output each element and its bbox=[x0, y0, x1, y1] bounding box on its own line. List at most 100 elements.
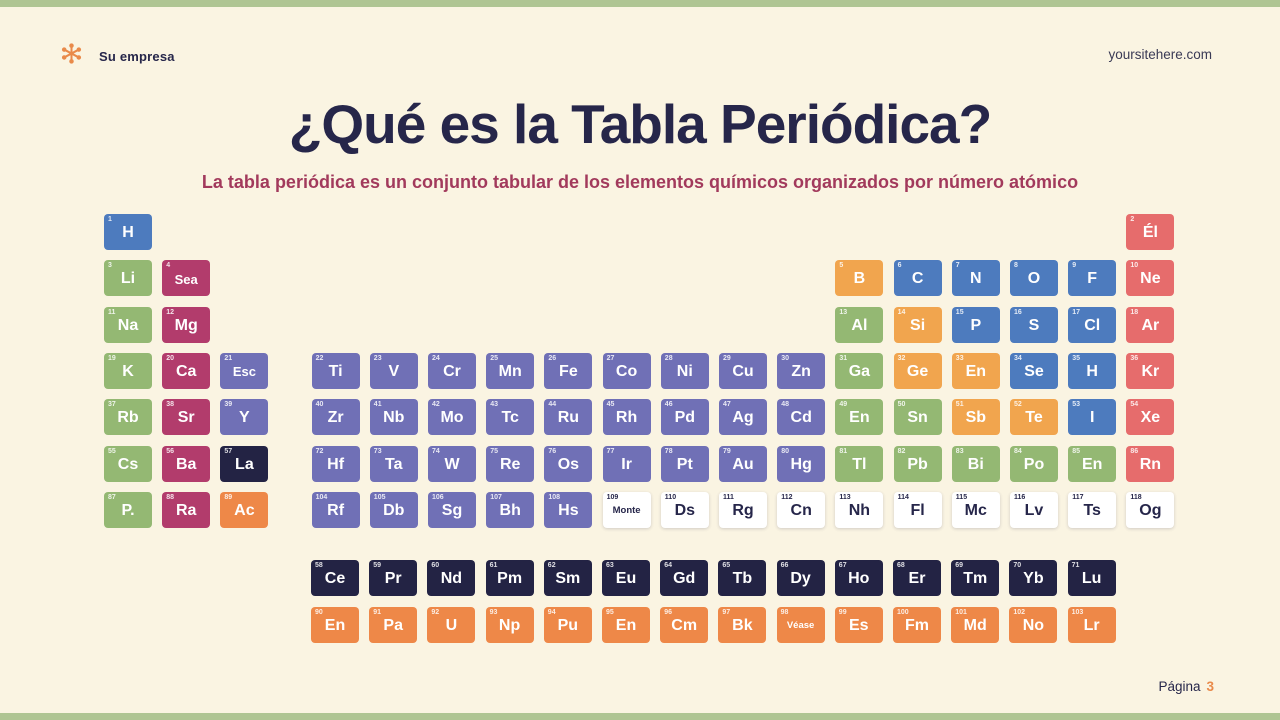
element-symbol: Er bbox=[908, 570, 926, 587]
element-tile: 39 Y bbox=[220, 399, 269, 436]
element-tile: 2 Él bbox=[1126, 214, 1175, 250]
page-number: 3 bbox=[1206, 679, 1214, 694]
atomic-number: 67 bbox=[838, 562, 847, 569]
element-symbol: W bbox=[444, 455, 460, 473]
element-tile: 26 Fe bbox=[544, 352, 593, 389]
element-tile: 102 No bbox=[1009, 606, 1058, 643]
atomic-number: 101 bbox=[955, 608, 967, 616]
element-symbol: Fl bbox=[910, 501, 925, 519]
element-symbol: Hg bbox=[790, 455, 812, 473]
element-symbol: Pa bbox=[383, 616, 403, 634]
element-tile: 11 Na bbox=[104, 306, 152, 343]
element-symbol: Bk bbox=[732, 616, 753, 634]
element-tile: 94 Pu bbox=[543, 606, 592, 643]
element-tile: 64 Gd bbox=[660, 560, 709, 596]
atomic-number: 53 bbox=[1072, 401, 1080, 409]
element-tile: 4 Sea bbox=[162, 260, 211, 297]
element-symbol: Mn bbox=[498, 362, 522, 380]
element-tile: 66 Dy bbox=[776, 560, 825, 596]
atomic-number: 107 bbox=[490, 493, 502, 501]
element-symbol: Cu bbox=[732, 362, 754, 380]
element-symbol: Ho bbox=[848, 570, 870, 587]
element-symbol: Es bbox=[849, 616, 869, 634]
element-tile: 116 Lv bbox=[1010, 491, 1058, 528]
atomic-number: 44 bbox=[548, 401, 557, 409]
element-tile: 44 Ru bbox=[544, 399, 593, 436]
element-symbol: Xe bbox=[1140, 409, 1161, 427]
atomic-number: 40 bbox=[315, 401, 324, 409]
element-symbol: No bbox=[1022, 616, 1045, 634]
element-tile: 73 Ta bbox=[369, 445, 418, 482]
element-tile: 95 En bbox=[602, 606, 650, 643]
atomic-number: 30 bbox=[781, 354, 789, 362]
element-symbol: Te bbox=[1025, 409, 1043, 427]
atomic-number: 29 bbox=[723, 354, 731, 362]
slide-header: Su empresa yoursitehere.com bbox=[58, 40, 1214, 72]
element-symbol: Lr bbox=[1083, 616, 1100, 634]
element-symbol: Bh bbox=[499, 501, 521, 519]
atomic-number: 10 bbox=[1130, 262, 1139, 270]
element-tile: 111 Rg bbox=[719, 491, 767, 528]
element-symbol: Db bbox=[383, 501, 405, 519]
element-symbol: Ag bbox=[732, 409, 754, 427]
element-symbol: Os bbox=[557, 455, 580, 473]
element-symbol: Ni bbox=[676, 362, 693, 380]
element-tile: 58 Ce bbox=[311, 560, 359, 596]
element-symbol: S bbox=[1028, 316, 1040, 334]
element-symbol: Ra bbox=[175, 501, 197, 519]
element-symbol: Pt bbox=[676, 455, 693, 473]
element-symbol: Rn bbox=[1139, 455, 1162, 473]
element-tile: 33 En bbox=[951, 352, 1000, 389]
element-symbol: Si bbox=[910, 316, 926, 334]
element-tile: 68 Er bbox=[893, 560, 941, 596]
atomic-number: 36 bbox=[1130, 354, 1139, 362]
website-url: yoursitehere.com bbox=[1108, 47, 1212, 62]
atomic-number: 7 bbox=[955, 262, 960, 270]
element-tile: 42 Mo bbox=[428, 399, 476, 436]
element-tile: 67 Ho bbox=[834, 560, 883, 596]
element-tile: 35 H bbox=[1068, 352, 1117, 389]
element-tile: 17 Cl bbox=[1068, 306, 1117, 343]
element-symbol: V bbox=[388, 362, 400, 380]
atomic-number: 25 bbox=[490, 354, 498, 362]
element-symbol: Rh bbox=[615, 409, 638, 427]
element-tile: 96 Cm bbox=[660, 606, 709, 643]
atomic-number: 113 bbox=[839, 493, 851, 501]
atomic-number: 22 bbox=[315, 354, 324, 362]
atomic-number: 99 bbox=[838, 608, 847, 616]
element-symbol: En bbox=[849, 409, 870, 427]
element-tile: 28 Ni bbox=[660, 352, 709, 389]
company-name: Su empresa bbox=[99, 48, 175, 64]
atomic-number: 62 bbox=[547, 562, 556, 569]
atomic-number: 50 bbox=[897, 401, 906, 409]
element-symbol: Np bbox=[498, 616, 521, 634]
element-symbol: Ds bbox=[674, 501, 696, 519]
element-tile: 27 Co bbox=[602, 352, 651, 389]
element-symbol: Ta bbox=[385, 455, 403, 473]
atomic-number: 73 bbox=[373, 447, 382, 455]
element-tile: 69 Tm bbox=[951, 560, 1000, 596]
element-tile: 45 Rh bbox=[602, 399, 651, 436]
element-tile: 109 Monte bbox=[602, 491, 651, 528]
atomic-number: 63 bbox=[606, 562, 614, 569]
element-symbol: Ru bbox=[557, 409, 580, 427]
element-tile: 65 Tb bbox=[718, 560, 767, 596]
element-symbol: Nd bbox=[440, 570, 463, 587]
element-tile: 55 Cs bbox=[104, 445, 152, 482]
atomic-number: 115 bbox=[955, 493, 968, 501]
atomic-number: 1 bbox=[108, 216, 112, 223]
atomic-number: 79 bbox=[723, 447, 731, 455]
element-tile: 34 Se bbox=[1010, 352, 1058, 389]
atomic-number: 118 bbox=[1130, 493, 1142, 501]
atomic-number: 116 bbox=[1014, 493, 1026, 501]
element-tile: 104 Rf bbox=[311, 491, 360, 528]
atomic-number: 90 bbox=[315, 608, 323, 616]
brand: Su empresa bbox=[58, 40, 175, 72]
atomic-number: 5 bbox=[839, 262, 844, 270]
element-symbol: K bbox=[122, 362, 134, 380]
element-tile: 36 Kr bbox=[1126, 352, 1175, 389]
element-symbol: En bbox=[324, 616, 346, 634]
atomic-number: 3 bbox=[108, 262, 112, 270]
element-symbol: Cm bbox=[671, 616, 698, 634]
element-tile: 100 Fm bbox=[893, 606, 941, 643]
